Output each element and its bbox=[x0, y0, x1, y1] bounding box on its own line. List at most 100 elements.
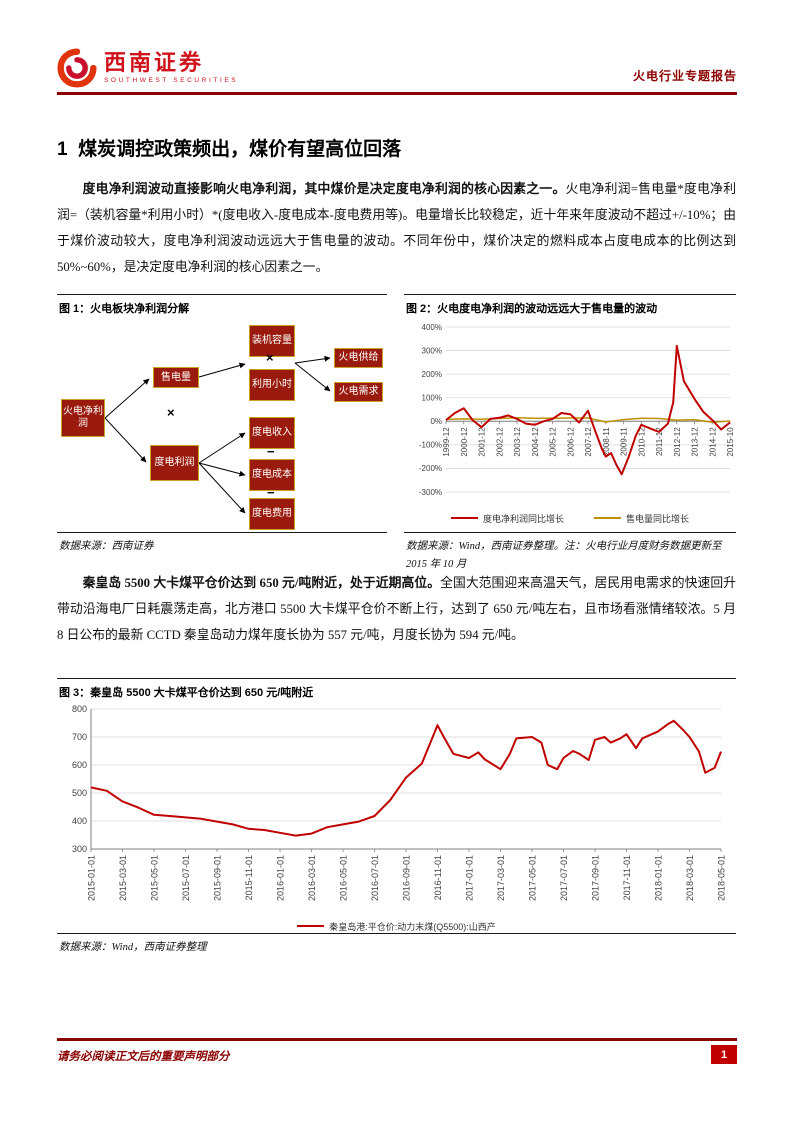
svg-text:2012-12: 2012-12 bbox=[673, 427, 682, 457]
svg-text:-100%: -100% bbox=[419, 441, 442, 450]
brand-text: 西南证券 SOUTHWEST SECURITIES bbox=[104, 51, 239, 85]
svg-text:2015-10: 2015-10 bbox=[726, 427, 735, 457]
figure-1-diagram-area: 火电净利润 售电量 度电利润 装机容量 利用小时 火电供给 火电需求 度电收入 … bbox=[57, 317, 387, 532]
svg-text:1999-12: 1999-12 bbox=[442, 427, 451, 457]
figure-1-caption: 图 1：火电板块净利润分解 bbox=[57, 294, 387, 317]
footer-disclaimer: 请务必阅读正文后的重要声明部分 bbox=[57, 1051, 230, 1063]
svg-text:-300%: -300% bbox=[419, 488, 442, 497]
coal-price-chart: 300 400 500 600 700 800 2015-01-01 2015-03-01 20… bbox=[72, 704, 726, 901]
svg-text:2015-03-01: 2015-03-01 bbox=[118, 855, 128, 901]
paragraph-1: 度电净利润波动直接影响火电净利润，其中煤价是决定度电净利润的核心因素之一。火电净… bbox=[57, 176, 736, 280]
svg-text:2005-12: 2005-12 bbox=[549, 427, 558, 457]
brand-subtitle: SOUTHWEST SECURITIES bbox=[104, 76, 239, 84]
svg-text:2016-03-01: 2016-03-01 bbox=[307, 855, 317, 901]
svg-text:2017-03-01: 2017-03-01 bbox=[496, 855, 506, 901]
node-thermal-supply: 火电供给 bbox=[334, 348, 383, 368]
figure-3: 图 3：秦皇岛 5500 大卡煤平仓价达到 650 元/吨附近 300 400 50… bbox=[57, 678, 736, 957]
paragraph-1-body: 火电净利润=售电量*度电净利润=（装机容量*利用小时）*(度电收入-度电成本-度… bbox=[57, 182, 737, 274]
profit-decomposition-diagram: 火电净利润 售电量 度电利润 装机容量 利用小时 火电供给 火电需求 度电收入 … bbox=[57, 317, 387, 532]
node-utilization-hours: 利用小时 bbox=[249, 369, 295, 401]
svg-text:400%: 400% bbox=[422, 323, 442, 332]
legend-line-swatch bbox=[450, 517, 478, 519]
section-title: 1 煤炭调控政策频出，煤价有望高位回落 bbox=[57, 139, 402, 160]
svg-text:2008-11: 2008-11 bbox=[602, 427, 611, 456]
figure-3-bottom-rule bbox=[57, 933, 736, 934]
legend-line-swatch bbox=[297, 925, 325, 927]
figure-3-caption: 图 3：秦皇岛 5500 大卡煤平仓价达到 650 元/吨附近 bbox=[57, 678, 736, 701]
svg-text:800: 800 bbox=[72, 704, 87, 714]
svg-text:2016-11-01: 2016-11-01 bbox=[433, 855, 443, 900]
node-unit-expense: 度电费用 bbox=[249, 498, 295, 530]
paragraph-2-body: 全国大范围迎来高温天气，居民用电需求的快速回升带动沿海电厂日耗震荡走高，北方港口… bbox=[57, 576, 736, 642]
figure-1-bottom-rule bbox=[57, 532, 387, 533]
svg-text:2011-12: 2011-12 bbox=[655, 427, 664, 456]
svg-text:2015-05-01: 2015-05-01 bbox=[149, 855, 159, 901]
node-thermal-net-profit: 火电净利润 bbox=[61, 399, 105, 437]
figure-1: 图 1：火电板块净利润分解 bbox=[57, 294, 387, 574]
legend-label: 售电量同比增长 bbox=[626, 513, 690, 524]
figure-row: 图 1：火电板块净利润分解 bbox=[57, 294, 736, 574]
svg-text:2017-05-01: 2017-05-01 bbox=[527, 855, 537, 901]
svg-text:500: 500 bbox=[72, 788, 87, 798]
multiply-operator: × bbox=[167, 405, 175, 420]
brand-logo-icon bbox=[57, 48, 97, 88]
node-thermal-demand: 火电需求 bbox=[334, 382, 383, 402]
svg-text:2001-12: 2001-12 bbox=[478, 427, 487, 457]
figure-2-legend: 度电净利润同比增长 售电量同比增长 bbox=[404, 508, 736, 528]
node-unit-cost: 度电成本 bbox=[249, 459, 295, 491]
figure-2-bottom-rule bbox=[404, 532, 736, 533]
svg-text:200%: 200% bbox=[422, 370, 442, 379]
figure-1-source: 数据来源：西南证券 bbox=[59, 541, 154, 552]
svg-text:2016-07-01: 2016-07-01 bbox=[370, 855, 380, 901]
svg-text:300%: 300% bbox=[422, 346, 442, 355]
node-unit-profit: 度电利润 bbox=[150, 445, 199, 481]
figure-2-caption: 图 2：火电度电净利润的波动远远大于售电量的波动 bbox=[404, 294, 736, 317]
legend-item: 售电量同比增长 bbox=[594, 512, 689, 525]
page-number-badge: 1 bbox=[711, 1045, 737, 1064]
svg-text:2017-09-01: 2017-09-01 bbox=[590, 855, 600, 901]
svg-text:2004-12: 2004-12 bbox=[531, 427, 540, 457]
svg-text:0%: 0% bbox=[430, 417, 442, 426]
svg-text:-200%: -200% bbox=[419, 464, 442, 473]
header-rule bbox=[57, 92, 737, 95]
svg-text:2014-12: 2014-12 bbox=[708, 427, 717, 457]
paragraph-1-lead: 度电净利润波动直接影响火电净利润，其中煤价是决定度电净利润的核心因素之一。 bbox=[82, 182, 566, 196]
svg-text:700: 700 bbox=[72, 732, 87, 742]
svg-text:2018-05-01: 2018-05-01 bbox=[716, 855, 726, 901]
svg-text:100%: 100% bbox=[422, 394, 442, 403]
svg-text:2010-12: 2010-12 bbox=[637, 427, 646, 457]
figure-3-source: 数据来源：Wind，西南证券整理 bbox=[59, 942, 207, 953]
svg-text:2013-12: 2013-12 bbox=[691, 427, 700, 457]
paragraph-2: 秦皇岛 5500 大卡煤平仓价达到 650 元/吨附近，处于近期高位。全国大范围… bbox=[57, 570, 736, 648]
legend-label: 度电净利润同比增长 bbox=[482, 513, 564, 524]
svg-text:2016-09-01: 2016-09-01 bbox=[401, 855, 411, 901]
svg-text:2000-12: 2000-12 bbox=[460, 427, 469, 457]
svg-text:2006-12: 2006-12 bbox=[566, 427, 575, 457]
svg-text:2015-11-01: 2015-11-01 bbox=[244, 855, 254, 900]
svg-text:2017-07-01: 2017-07-01 bbox=[559, 855, 569, 901]
legend-item: 度电净利润同比增长 bbox=[450, 512, 564, 525]
svg-text:2018-01-01: 2018-01-01 bbox=[653, 855, 663, 901]
svg-text:2017-11-01: 2017-11-01 bbox=[622, 855, 632, 900]
svg-text:2002-12: 2002-12 bbox=[495, 427, 504, 457]
svg-text:2017-01-01: 2017-01-01 bbox=[464, 855, 474, 901]
node-installed-capacity: 装机容量 bbox=[249, 325, 295, 357]
minus-operator: − bbox=[267, 485, 275, 500]
legend-label: 秦皇岛港:平仓价:动力末煤(Q5500):山西产 bbox=[329, 921, 496, 932]
svg-text:400: 400 bbox=[72, 816, 87, 826]
figure-3-legend: 秦皇岛港:平仓价:动力末煤(Q5500):山西产 bbox=[57, 916, 736, 936]
unit-profit-volatility-chart: -300% -200% -100% 0% 100% 200% 300% 400% 1999-12… bbox=[419, 323, 735, 497]
svg-text:2015-01-01: 2015-01-01 bbox=[86, 855, 96, 901]
svg-text:2009-11: 2009-11 bbox=[620, 427, 629, 456]
diagram-connector-arrows bbox=[104, 355, 331, 514]
figure-2-source: 数据来源：Wind，西南证券整理。注：火电行业月度财务数据更新至 2015 年 … bbox=[406, 541, 722, 570]
svg-text:300: 300 bbox=[72, 844, 87, 854]
svg-text:2018-03-01: 2018-03-01 bbox=[685, 855, 695, 901]
legend-item: 秦皇岛港:平仓价:动力末煤(Q5500):山西产 bbox=[297, 920, 496, 933]
svg-text:2016-05-01: 2016-05-01 bbox=[338, 855, 348, 901]
svg-text:2016-01-01: 2016-01-01 bbox=[275, 855, 285, 901]
figure-3-chart-area: 300 400 500 600 700 800 2015-01-01 2015-03-01 20… bbox=[57, 701, 736, 933]
report-type-label: 火电行业专题报告 bbox=[632, 69, 737, 83]
legend-line-swatch bbox=[594, 517, 621, 519]
